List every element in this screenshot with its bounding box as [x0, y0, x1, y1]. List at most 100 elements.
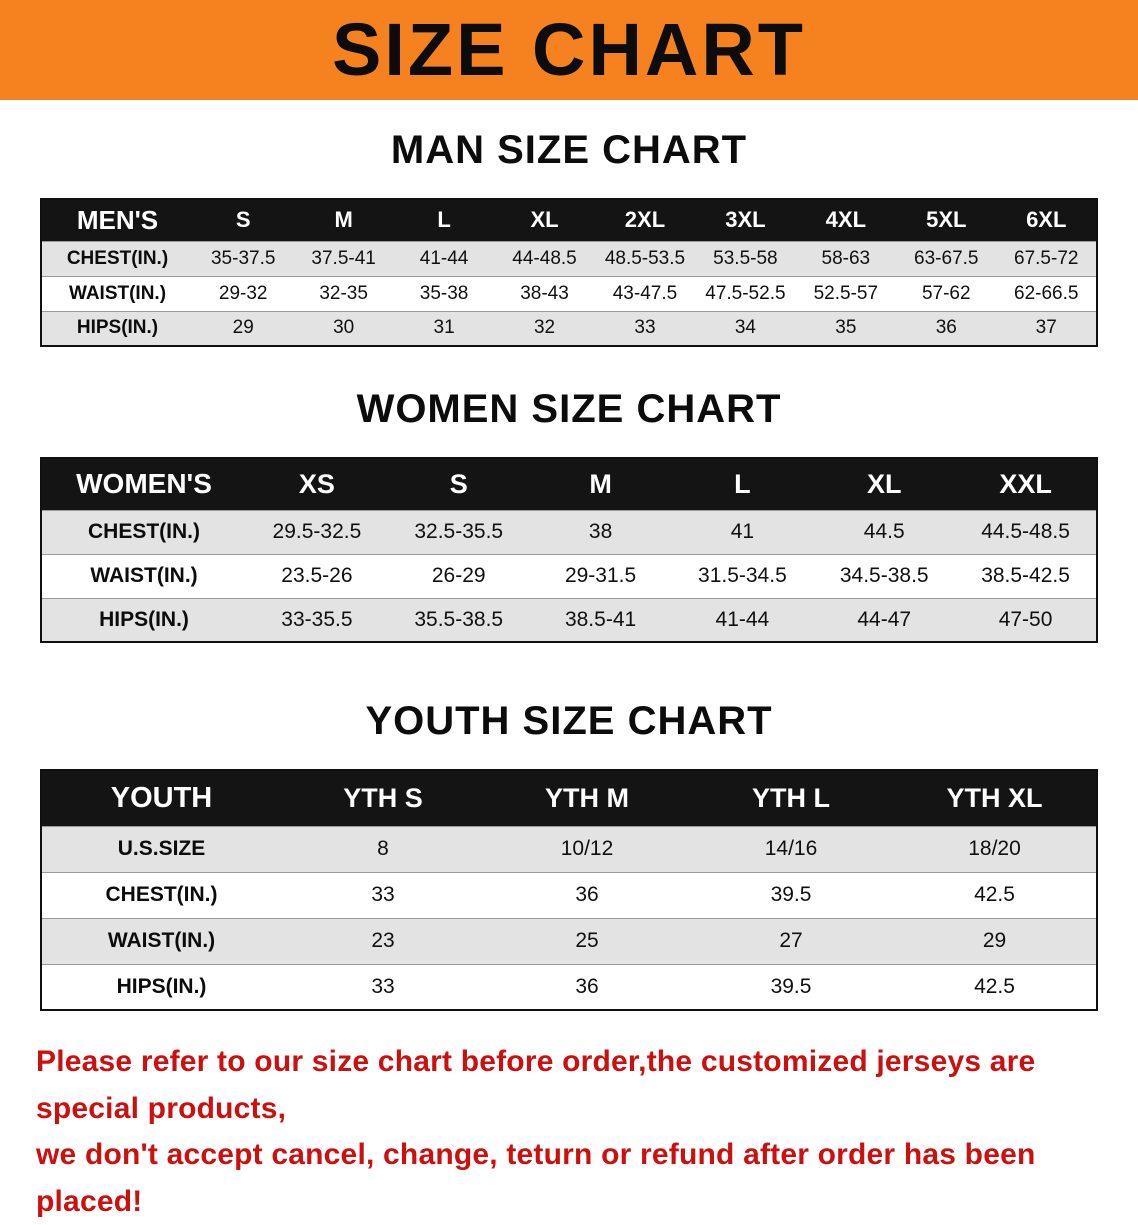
value-cell: 63-67.5	[914, 247, 979, 269]
table-row: CHEST(IN.) 29.5-32.5 32.5-35.5 38 41 44.5 44.5…	[41, 510, 1097, 554]
value-cell: 33	[371, 974, 395, 998]
size-header-cell: XL	[530, 207, 559, 233]
value-cell: 30	[333, 317, 355, 339]
value-cell: 44.5	[863, 520, 905, 543]
value-cell: 18/20	[968, 837, 1021, 860]
table-row: CHEST(IN.) 35-37.5 37.5-41 41-44 44-48.5 48.5…	[41, 241, 1097, 276]
value-cell: 8	[377, 837, 389, 860]
table-title-cell: WOMEN'S	[76, 468, 212, 500]
value-cell: 47-50	[998, 607, 1053, 631]
value-cell: 31.5-34.5	[698, 564, 787, 587]
value-cell: 67.5-72	[1014, 247, 1079, 269]
size-header-cell: YTH M	[545, 782, 629, 813]
value-cell: 42.5	[974, 883, 1015, 906]
size-header-cell: YTH XL	[946, 782, 1043, 813]
disclaimer-line-1: Please refer to our size chart before or…	[36, 1045, 1036, 1125]
value-cell: 37.5-41	[311, 247, 376, 269]
value-cell: 36	[575, 883, 599, 906]
size-header-cell: S	[235, 207, 251, 233]
size-header-cell: 4XL	[825, 207, 867, 233]
value-cell: 38.5-42.5	[981, 564, 1070, 587]
row-label: WAIST(IN.)	[107, 929, 216, 952]
table-header-row: MEN'S S M L XL 2XL 3XL 4XL 5XL 6XL	[41, 199, 1097, 241]
size-header-cell: 3XL	[725, 207, 766, 233]
youth-section-heading: YOUTH SIZE CHART	[365, 699, 773, 743]
value-cell: 32.5-35.5	[414, 520, 504, 543]
value-cell: 41-44	[715, 607, 770, 631]
women-size-table: WOMEN'S XS S M L XL XXL CHEST(IN.) 29.5-32.5 32.5…	[40, 457, 1098, 643]
value-cell: 39.5	[770, 974, 812, 998]
value-cell: 35-37.5	[210, 247, 276, 269]
value-cell: 33-35.5	[281, 607, 353, 631]
size-header-cell: 5XL	[926, 207, 967, 233]
row-label: CHEST(IN.)	[88, 520, 200, 543]
value-cell: 29	[982, 929, 1007, 952]
row-label: HIPS(IN.)	[76, 317, 159, 339]
row-label: CHEST(IN.)	[66, 247, 169, 269]
table-title-cell: MEN'S	[76, 204, 159, 235]
value-cell: 39.5	[770, 883, 812, 906]
youth-section: YOUTH SIZE CHART YOUTH YTH S YTH M YTH L YTH…	[0, 699, 1138, 1011]
men-size-table: MEN'S S M L XL 2XL 3XL 4XL 5XL 6XL CHEST(IN.) 35-37…	[40, 198, 1098, 347]
value-cell: 25	[575, 929, 599, 952]
value-cell: 35.5-38.5	[414, 607, 504, 631]
size-header-cell: YTH L	[752, 782, 830, 813]
row-label: U.S.SIZE	[117, 837, 206, 860]
value-cell: 36	[575, 974, 599, 998]
value-cell: 29-32	[218, 282, 268, 304]
row-label: CHEST(IN.)	[105, 883, 218, 906]
table-row: HIPS(IN.) 33-35.5 35.5-38.5 38.5-41 41-44 44-…	[41, 598, 1097, 642]
value-cell: 31	[433, 317, 455, 339]
size-header-cell: YTH S	[343, 782, 423, 813]
value-cell: 27	[779, 929, 803, 952]
value-cell: 38	[588, 520, 613, 543]
value-cell: 37	[1035, 317, 1057, 339]
youth-size-table: YOUTH YTH S YTH M YTH L YTH XL U.S.SIZE 8 10/12…	[40, 769, 1098, 1011]
table-row: HIPS(IN.) 33 36 39.5 42.5	[41, 964, 1097, 1010]
women-section: WOMEN SIZE CHART WOMEN'S XS S M L XL XXL CHEST(…	[0, 387, 1138, 643]
row-label: HIPS(IN.)	[116, 974, 207, 998]
value-cell: 38-43	[520, 282, 569, 304]
value-cell: 41-44	[419, 247, 469, 269]
value-cell: 38.5-41	[564, 607, 637, 631]
women-section-heading: WOMEN SIZE CHART	[356, 387, 782, 431]
size-header-cell: 6XL	[1026, 207, 1067, 233]
size-header-cell: M	[334, 207, 353, 233]
value-cell: 32-35	[319, 282, 368, 304]
value-cell: 33	[634, 317, 656, 339]
table-row: CHEST(IN.) 33 36 39.5 42.5	[41, 872, 1097, 918]
table-row: HIPS(IN.) 29 30 31 32 33 34 35 36 37	[41, 311, 1097, 346]
value-cell: 47.5-52.5	[705, 282, 786, 304]
table-header-row: WOMEN'S XS S M L XL XXL	[41, 458, 1097, 510]
value-cell: 35-38	[419, 282, 469, 304]
value-cell: 41	[730, 520, 755, 543]
value-cell: 44.5-48.5	[981, 520, 1070, 543]
value-cell: 48.5-53.5	[604, 247, 686, 269]
value-cell: 52.5-57	[813, 282, 879, 304]
table-row: WAIST(IN.) 29-32 32-35 35-38 38-43 43-47.5 47.…	[41, 276, 1097, 311]
value-cell: 23.5-26	[281, 564, 353, 587]
banner: SIZE CHART	[0, 0, 1138, 100]
value-cell: 58-63	[821, 247, 871, 269]
value-cell: 44-47	[857, 607, 912, 631]
row-label: HIPS(IN.)	[99, 607, 189, 631]
size-header-cell: L	[734, 468, 751, 499]
size-header-cell: M	[589, 468, 612, 499]
size-header-cell: XL	[866, 468, 902, 499]
value-cell: 62-66.5	[1014, 282, 1079, 304]
value-cell: 44-48.5	[512, 247, 577, 269]
row-label: WAIST(IN.)	[90, 564, 198, 587]
size-header-cell: L	[437, 207, 451, 233]
size-header-cell: XS	[298, 468, 335, 499]
disclaimer-line-2: we don't accept cancel, change, teturn o…	[36, 1138, 1036, 1218]
table-header-row: YOUTH YTH S YTH M YTH L YTH XL	[41, 770, 1097, 826]
men-section-heading: MAN SIZE CHART	[390, 128, 748, 172]
table-row: WAIST(IN.) 23.5-26 26-29 29-31.5 31.5-34.5 34…	[41, 554, 1097, 598]
value-cell: 29	[232, 317, 254, 339]
value-cell: 33	[371, 883, 395, 906]
row-label: WAIST(IN.)	[68, 282, 167, 304]
value-cell: 26-29	[431, 564, 486, 587]
value-cell: 32	[533, 317, 556, 339]
table-row: U.S.SIZE 8 10/12 14/16 18/20	[41, 826, 1097, 872]
